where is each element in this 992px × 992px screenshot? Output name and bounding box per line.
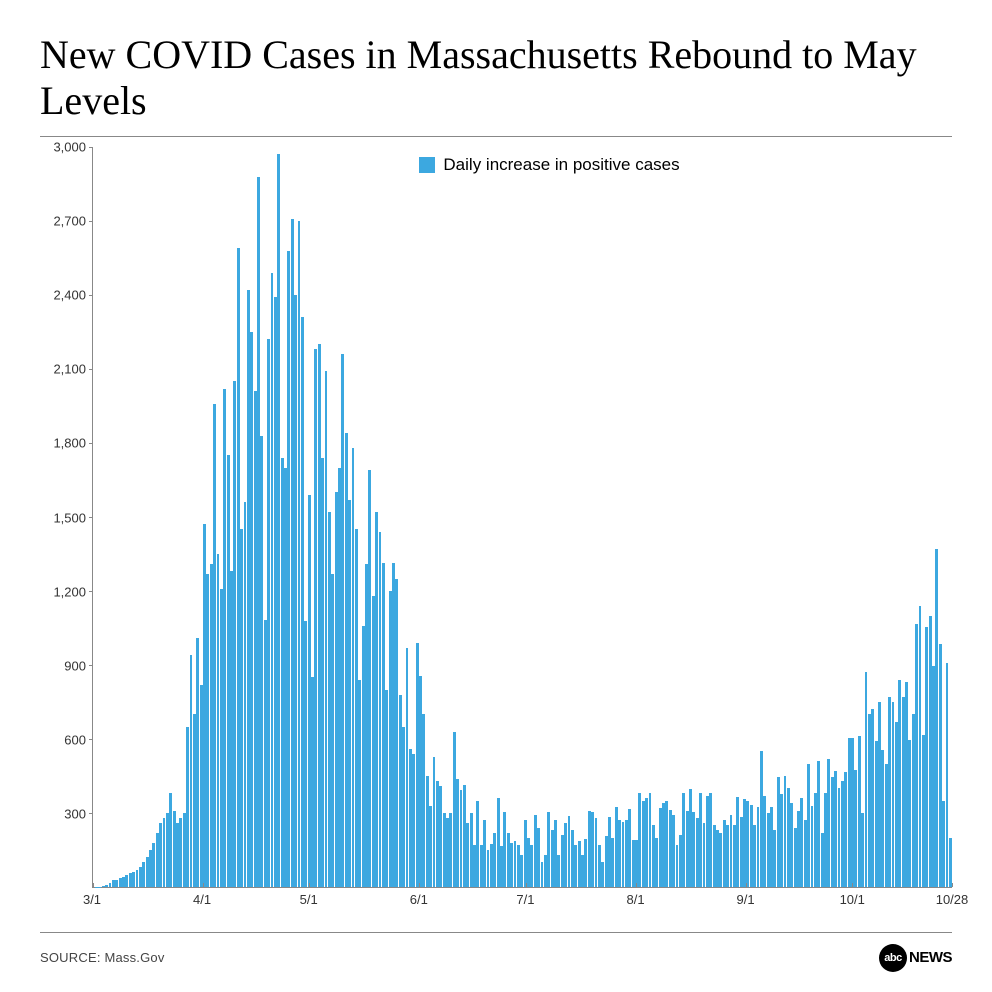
title-divider xyxy=(40,136,952,137)
y-tick-label: 900 xyxy=(40,658,86,673)
source-label: SOURCE: Mass.Gov xyxy=(40,950,165,965)
y-tick-label: 2,700 xyxy=(40,214,86,229)
x-tick-label: 4/1 xyxy=(193,892,211,907)
abc-logo-circle: abc xyxy=(879,944,907,972)
x-tick-label: 8/1 xyxy=(626,892,644,907)
footer: SOURCE: Mass.Gov abc NEWS xyxy=(40,932,952,972)
y-axis: 3,0002,7002,4002,1001,8001,5001,20090060… xyxy=(40,147,92,888)
chart-title: New COVID Cases in Massachusetts Rebound… xyxy=(40,32,952,124)
chart-area: 3,0002,7002,4002,1001,8001,5001,20090060… xyxy=(40,147,952,888)
x-tick-label: 10/1 xyxy=(840,892,865,907)
x-tick-label: 6/1 xyxy=(410,892,428,907)
bar xyxy=(949,838,952,887)
y-tick-label: 2,100 xyxy=(40,362,86,377)
news-logo-text: NEWS xyxy=(909,949,952,966)
y-tick-label: 600 xyxy=(40,732,86,747)
abc-news-logo: abc NEWS xyxy=(879,944,952,972)
y-tick-label: 1,800 xyxy=(40,436,86,451)
y-tick-label: 1,500 xyxy=(40,510,86,525)
x-tick-label: 7/1 xyxy=(516,892,534,907)
y-tick-label: 300 xyxy=(40,806,86,821)
y-tick-label: 3,000 xyxy=(40,140,86,155)
y-tick-label: 1,200 xyxy=(40,584,86,599)
plot-area: Daily increase in positive cases xyxy=(92,147,952,888)
x-tick-label: 9/1 xyxy=(737,892,755,907)
x-tick-label: 5/1 xyxy=(300,892,318,907)
x-tick-label: 3/1 xyxy=(83,892,101,907)
x-tick-label: 10/28 xyxy=(936,892,969,907)
y-tick-label: 2,400 xyxy=(40,288,86,303)
x-axis: 3/14/15/16/17/18/19/110/110/28 xyxy=(92,888,952,912)
bars-container xyxy=(95,147,950,887)
